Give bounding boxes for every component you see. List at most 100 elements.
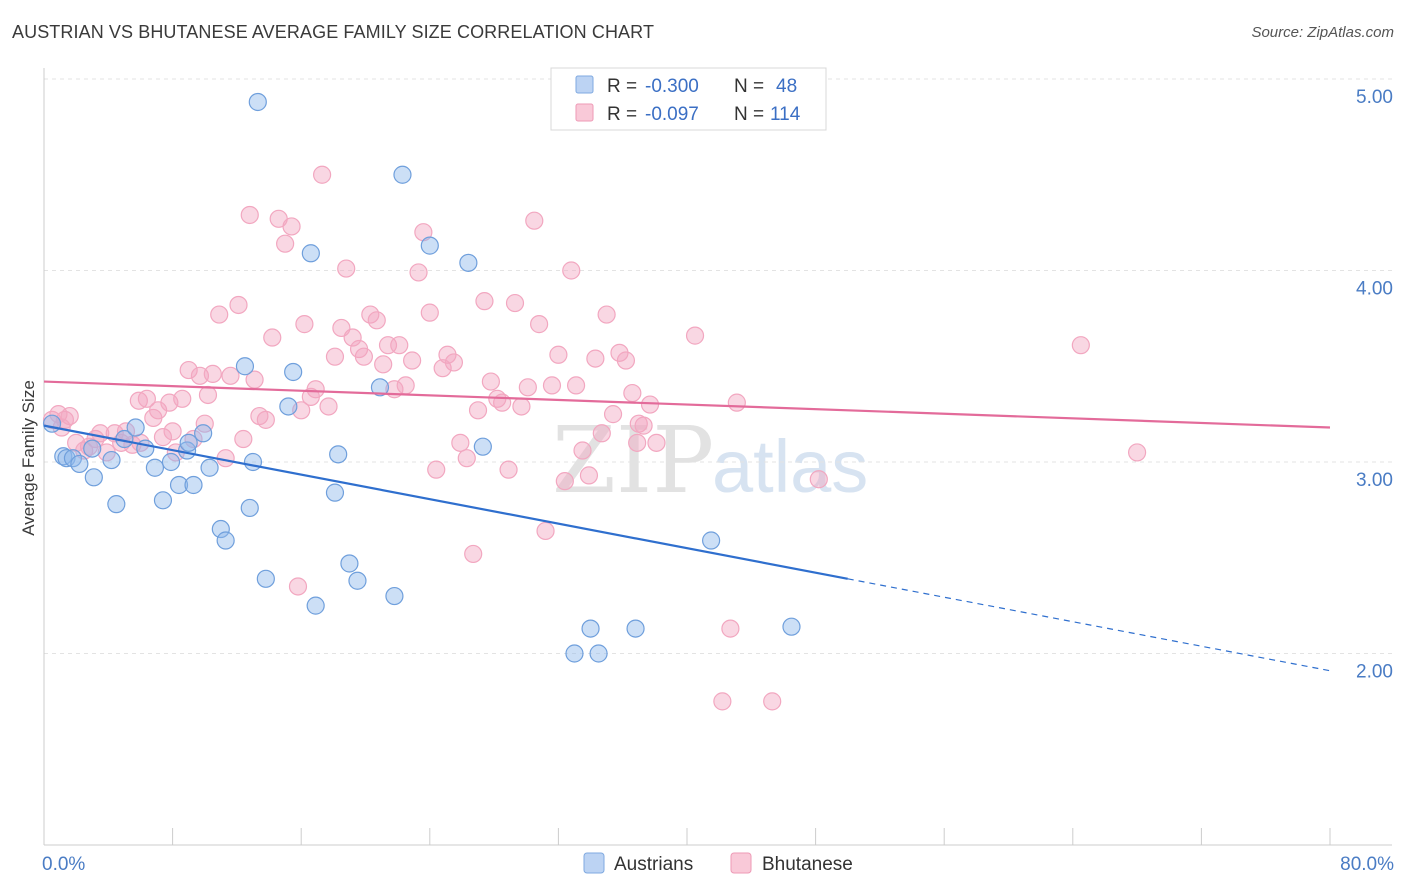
bhutanese-point — [210, 305, 229, 324]
legend-n-value-bhutanese: 114 — [770, 104, 801, 125]
bhutanese-point — [396, 376, 415, 395]
bhutanese-point — [468, 401, 488, 420]
watermark-zip: ZIP — [552, 407, 714, 514]
stats-legend-box — [550, 67, 827, 131]
bhutanese-point — [579, 466, 599, 485]
bhutanese-point — [536, 521, 555, 541]
austrians-point — [102, 450, 121, 470]
bhutanese-point — [481, 372, 500, 391]
bhutanese-point — [179, 360, 198, 380]
bhutanese-point — [173, 389, 192, 408]
bhutanese-point — [592, 424, 611, 443]
bhutanese-point — [809, 470, 828, 489]
bhutanese-point — [623, 383, 642, 403]
bhutanese-point — [499, 460, 518, 479]
austrians-point — [83, 439, 102, 458]
bhutanese-point — [433, 359, 452, 378]
bhutanese-point — [555, 472, 574, 491]
legend-r-label-bhutanese: R = — [607, 104, 637, 125]
austrians-point — [329, 445, 348, 464]
x-tick-label-min: 0.0% — [42, 854, 85, 875]
bhutanese-trend-line — [43, 380, 1331, 429]
bhutanese-point — [451, 433, 470, 452]
bhutanese-point — [542, 376, 562, 395]
austrians-point — [301, 244, 320, 263]
austrians-point — [325, 483, 345, 502]
bhutanese-point — [288, 577, 308, 596]
bhutanese-point — [1071, 336, 1090, 355]
bhutanese-point — [640, 395, 660, 414]
bhutanese-point — [1127, 443, 1147, 462]
legend-swatch-bhutanese — [575, 103, 594, 122]
bhutanese-point — [427, 460, 446, 479]
austrians-point — [126, 418, 145, 437]
bhutanese-point — [374, 355, 393, 374]
legend-r-value-austrians: -0.300 — [645, 76, 699, 97]
austrians-point — [235, 357, 255, 376]
series-austrians-points — [42, 92, 801, 663]
bhutanese-point — [628, 433, 647, 452]
y-tick-labels: 2.00 3.00 4.00 5.00 — [1356, 87, 1393, 683]
chart-title: AUSTRIAN VS BHUTANESE AVERAGE FAMILY SIZ… — [12, 22, 655, 42]
austrians-point — [136, 439, 155, 458]
bhutanese-point — [354, 347, 373, 366]
austrians-point — [279, 397, 298, 416]
source-credit: Source: ZipAtlas.com — [1251, 24, 1394, 41]
austrians-point — [385, 586, 404, 606]
austrians-point — [200, 458, 219, 477]
bhutanese-point — [203, 364, 222, 384]
austrians-point — [184, 475, 203, 495]
bhutanese-point — [530, 315, 549, 334]
y-tick-label: 2.00 — [1356, 662, 1393, 683]
bhutanese-point — [240, 205, 259, 225]
austrians-point — [107, 495, 126, 514]
austrians-point — [243, 452, 263, 472]
austrians-point — [248, 92, 267, 112]
bhutanese-point — [276, 234, 295, 253]
y-tick-label: 3.00 — [1356, 470, 1393, 491]
bhutanese-point — [256, 410, 275, 429]
austrians-point — [145, 458, 165, 477]
bhutanese-point — [343, 328, 362, 347]
y-axis-label: Average Family Size — [19, 380, 38, 536]
bhutanese-point — [229, 295, 248, 315]
bhutanese-point — [409, 263, 428, 282]
austrians-point — [589, 644, 608, 663]
legend-swatch-austrians — [575, 75, 594, 94]
bottom-legend-swatch-austrians — [583, 852, 605, 874]
bhutanese-point — [586, 349, 605, 368]
austrians-point — [420, 236, 439, 255]
axes — [43, 68, 1392, 846]
bhutanese-point — [390, 336, 409, 355]
austrians-point — [473, 437, 492, 456]
bhutanese-point — [566, 376, 586, 395]
bhutanese-point — [475, 292, 494, 311]
bhutanese-point — [549, 345, 568, 364]
bhutanese-point — [444, 353, 464, 372]
austrians-point — [194, 424, 213, 443]
bhutanese-point — [505, 293, 525, 313]
bhutanese-point — [163, 422, 182, 441]
austrians-point — [179, 433, 198, 452]
bhutanese-point — [727, 393, 746, 412]
watermark-atlas: atlas — [712, 425, 868, 508]
austrians-point — [169, 475, 189, 495]
bhutanese-point — [319, 397, 338, 416]
austrians-point — [306, 596, 325, 615]
series-legend: Austrians Bhutanese — [583, 852, 853, 875]
bhutanese-point — [198, 385, 218, 405]
bhutanese-point — [464, 544, 483, 564]
bhutanese-point — [137, 389, 156, 408]
bhutanese-point — [616, 351, 636, 370]
bhutanese-point — [367, 311, 386, 330]
bhutanese-point — [763, 692, 782, 711]
bhutanese-point — [525, 211, 544, 230]
austrians-point — [161, 452, 181, 472]
bhutanese-point — [713, 692, 732, 711]
bhutanese-point — [629, 414, 648, 433]
series-bhutanese-points — [42, 165, 1147, 711]
austrians-point — [284, 362, 303, 382]
austrians-trend-extension — [847, 578, 1331, 672]
bhutanese-point — [337, 259, 356, 278]
